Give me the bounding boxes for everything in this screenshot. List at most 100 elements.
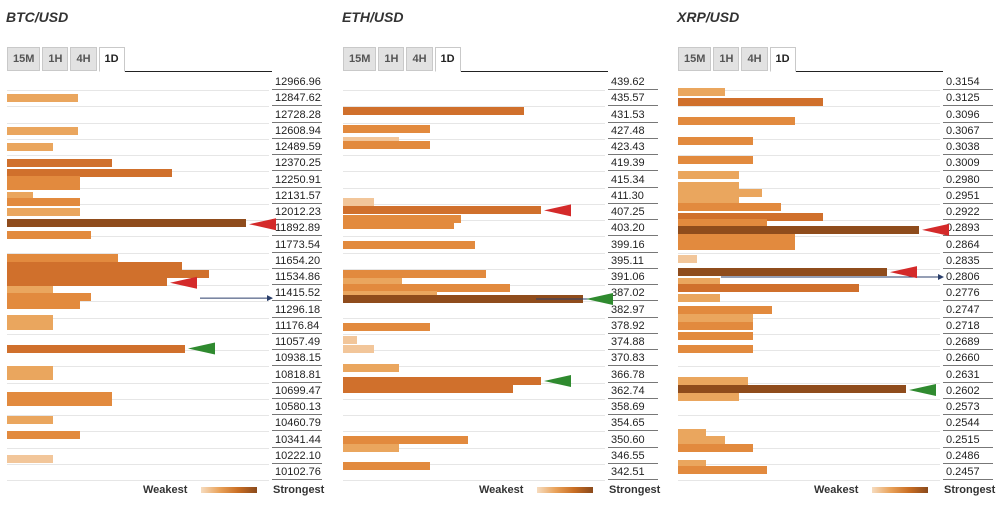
row-gridline [343,415,605,416]
price-label: 12728.28 [275,108,321,121]
indicator-bar [7,286,53,294]
row-gridline [343,447,605,449]
tab-15m[interactable]: 15M [7,47,41,71]
price-tick [272,186,322,188]
price-label: 0.2951 [946,189,980,202]
price-tick [272,219,322,220]
row-gridline [7,203,269,205]
row-gridline [7,90,269,91]
price-label: 12966.96 [275,76,321,88]
indicator-bar [7,372,53,381]
price-label: 423.43 [611,141,645,153]
legend-gradient [872,487,928,493]
resistance-arrow-icon [544,204,571,217]
row-gridline [343,480,605,481]
tab-1h[interactable]: 1H [378,47,405,71]
price-label: 0.2864 [946,238,980,251]
price-label: 12012.23 [275,206,321,218]
resistance-arrow-icon [922,223,949,236]
price-tick [272,251,322,253]
tab-1h[interactable]: 1H [42,47,69,71]
price-label: 0.2747 [946,303,980,316]
row-gridline [7,155,269,156]
row-gridline [678,447,940,449]
indicator-bar [343,294,583,303]
price-tick [943,332,993,334]
price-tick [943,365,993,367]
indicator-bar [343,323,430,332]
row-gridline [343,203,605,205]
indicator-bar [7,175,80,184]
row-gridline [343,90,605,91]
legend-strongest: Strongest [273,484,325,496]
price-label: 10341.44 [275,433,321,446]
price-label: 0.3009 [946,157,980,170]
price-tick [608,479,658,480]
indicator-bar [7,159,112,168]
price-label: 391.06 [611,271,645,283]
legend-gradient [201,487,257,493]
indicator-bar [343,198,374,207]
price-label: 0.2457 [946,466,980,478]
row-gridline [343,171,605,173]
indicator-bar [343,141,430,150]
indicator-bar [7,94,78,103]
tab-1d[interactable]: 1D [769,47,796,72]
price-label: 387.02 [611,287,645,300]
price-label: 11296.18 [275,303,321,316]
indicator-bar [7,261,182,270]
row-gridline [343,366,605,368]
price-tick [272,137,322,139]
tab-4h[interactable]: 4H [741,47,768,71]
row-gridline [7,480,269,481]
row-gridline [678,480,940,481]
tab-1d[interactable]: 1D [98,47,125,72]
overlay-svg [721,223,949,396]
row-gridline [678,90,940,91]
price-label: 12131.57 [275,189,321,202]
panel-eth-usd: ETH/USD 15M 1H 4H 1D 439.62 435.57 431.53 427.48… [336,0,666,507]
price-label: 10460.79 [275,417,321,430]
indicator-bar [678,242,795,251]
indicator-bar [343,336,357,345]
tab-1h[interactable]: 1H [713,47,740,71]
legend-strongest: Strongest [944,484,996,496]
tab-4h[interactable]: 4H [406,47,433,71]
price-label: 378.92 [611,319,645,332]
indicator-bar [343,269,486,278]
price-tick [943,381,993,383]
indicator-bar [7,253,118,262]
indicator-bar [7,191,33,200]
price-label: 419.39 [611,157,645,170]
price-tick [943,186,993,188]
price-tick [272,202,322,204]
price-label: 0.3038 [946,141,980,153]
indicator-bar [678,117,795,125]
price-tick [943,430,993,432]
price-label: 0.2486 [946,449,980,462]
indicator-bar [678,443,753,452]
price-label: 0.3067 [946,124,980,137]
price-tick [943,479,993,480]
indicator-bar [678,136,753,145]
price-tick [272,235,322,237]
tab-1d[interactable]: 1D [434,47,461,72]
tab-15m[interactable]: 15M [343,47,377,71]
indicator-bar [7,455,53,463]
tab-4h[interactable]: 4H [70,47,97,71]
indicator-bar [7,182,80,190]
price-label: 366.78 [611,368,645,381]
row-gridline [678,138,940,140]
row-gridline [343,106,605,108]
indicator-bar [678,377,748,385]
row-gridline [7,138,269,140]
indicator-bar [343,107,524,116]
price-tick [272,332,322,334]
tab-15m[interactable]: 15M [678,47,712,71]
current-price-marker [938,274,944,280]
price-label: 0.2776 [946,287,980,300]
price-label: 0.3125 [946,92,980,105]
indicator-bar [7,169,172,177]
row-gridline [343,236,605,238]
row-gridline [343,122,605,124]
